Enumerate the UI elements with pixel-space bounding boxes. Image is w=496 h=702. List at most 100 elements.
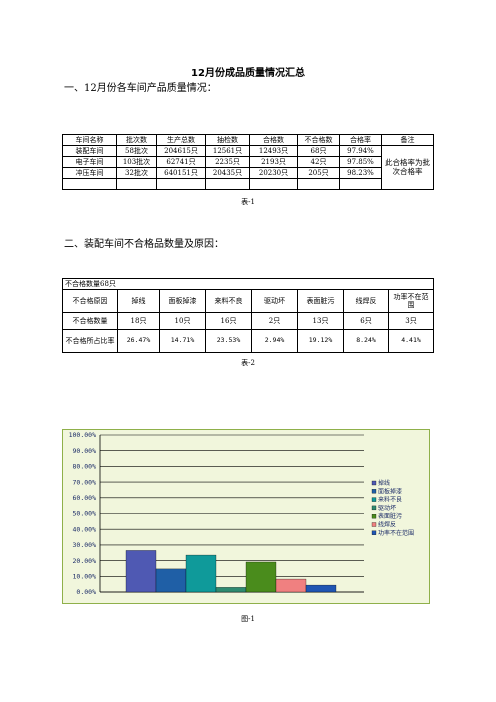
table-cell: 32批次: [116, 167, 157, 179]
table-cell: 97.85%: [339, 156, 382, 168]
bar-6: [275, 578, 307, 593]
y-tick-label: 0.00%: [76, 588, 96, 596]
table-cell: 640151只: [156, 167, 206, 179]
table-cell: 205只: [297, 167, 340, 179]
reason-cell: 驱动坏: [251, 289, 298, 313]
table-cell: 204615只: [156, 145, 206, 157]
ratio-cell: 19.12%: [297, 329, 344, 353]
table-row: [62, 178, 434, 190]
legend-label: 驱动坏: [378, 504, 396, 512]
legend-swatch: [371, 480, 377, 486]
bar-1: [125, 550, 157, 593]
header-cell: 批次数: [116, 134, 157, 146]
legend-label: 来料不良: [378, 496, 402, 504]
table-cell: [62, 178, 117, 190]
table-cell: 97.94%: [339, 145, 382, 157]
table-cell: [116, 178, 157, 190]
table-cell: [297, 178, 340, 190]
count-cell: 18只: [117, 312, 160, 330]
table-cell: [339, 178, 382, 190]
y-tick-label: 90.00%: [73, 447, 97, 455]
table-cell: 2235只: [205, 156, 250, 168]
table-cell: 12561只: [205, 145, 250, 157]
bar-5: [245, 561, 277, 593]
legend-swatch: [371, 522, 377, 527]
y-tick-label: 100.00%: [69, 431, 96, 439]
legend-label: 线焊反: [378, 521, 396, 529]
count-cell: 16只: [205, 312, 252, 330]
table-cell: 20230只: [249, 167, 298, 179]
y-tick-label: 60.00%: [73, 494, 97, 502]
bar-7: [305, 584, 337, 593]
reason-cell: 面板掉漆: [159, 289, 206, 313]
reason-cell: 线焊反: [343, 289, 389, 313]
row-label: 不合格数量: [62, 312, 118, 330]
table-cell: 20435只: [205, 167, 250, 179]
reason-cell: 掉线: [117, 289, 160, 313]
table-title-row: 不合格数量68只: [61, 278, 435, 290]
defect-reason-table: 不合格数量68只 不合格原因 掉线 面板掉漆 来料不良 驱动坏 表面脏污 线焊反…: [61, 278, 435, 353]
row-label: 不合格所占比率: [62, 329, 118, 353]
y-tick-label: 80.00%: [73, 463, 97, 471]
legend-label: 功率不在范围: [378, 529, 414, 537]
table2-caption: 表-2: [241, 359, 255, 367]
header-cell: 抽检数: [205, 134, 250, 146]
y-tick-label: 10.00%: [73, 573, 97, 581]
ratio-cell: 14.71%: [159, 329, 206, 353]
bar-4: [215, 587, 247, 593]
y-tick-label: 70.00%: [73, 478, 97, 486]
table-cell: 103批次: [116, 156, 157, 168]
table-cell: 电子车间: [62, 156, 117, 168]
header-cell: 生产总数: [156, 134, 206, 146]
table-cell: 冲压车间: [62, 167, 117, 179]
chart-caption: 图-1: [241, 615, 255, 623]
table-row: 冲压车间 32批次 640151只 20435只 20230只 205只 98.…: [62, 167, 434, 179]
table-cell: 2193只: [249, 156, 298, 168]
defect-ratio-chart: 0.00% 10.00% 20.00% 30.00% 40.00% 50.00% 60.00…: [62, 429, 430, 604]
ratio-cell: 8.24%: [343, 329, 389, 353]
header-cell: 合格数: [249, 134, 298, 146]
table-row: 不合格原因 掉线 面板掉漆 来料不良 驱动坏 表面脏污 线焊反 功率不在范围: [62, 289, 435, 313]
table-header-row: 车间名称 批次数 生产总数 抽检数 合格数 不合格数 合格率 备注: [62, 134, 434, 146]
header-cell: 备注: [381, 134, 434, 146]
legend-label: 掉线: [378, 479, 390, 487]
count-cell: 10只: [159, 312, 206, 330]
table-cell: [249, 178, 298, 190]
count-cell: 13只: [297, 312, 344, 330]
table-cell: [156, 178, 206, 190]
legend-swatch: [371, 530, 377, 535]
y-tick-label: 40.00%: [73, 525, 97, 533]
table-row: 装配车间 58批次 204615只 12561只 12493只 68只 97.9…: [62, 145, 434, 190]
y-tick-label: 20.00%: [73, 557, 97, 565]
count-cell: 3只: [387, 312, 435, 330]
count-cell: 2只: [251, 312, 298, 330]
reason-cell: 表面脏污: [297, 289, 344, 313]
table-cell: 12493只: [249, 145, 298, 157]
section1-heading: 一、12月份各车间产品质量情况：: [64, 83, 217, 94]
legend-label: 表面脏污: [378, 512, 402, 520]
ratio-cell: 4.41%: [387, 329, 435, 353]
legend-swatch: [371, 505, 377, 511]
table-cell: 68只: [297, 145, 340, 157]
table-row: 电子车间 103批次 62741只 2235只 2193只 42只 97.85%: [62, 156, 434, 168]
y-tick-label: 50.00%: [73, 510, 97, 518]
legend-swatch: [371, 489, 377, 494]
ratio-cell: 2.94%: [251, 329, 298, 353]
section2-heading: 二、装配车间不合格品数量及原因：: [64, 239, 224, 250]
count-cell: 6只: [343, 312, 389, 330]
legend-swatch: [371, 514, 377, 519]
table-cell: 62741只: [156, 156, 206, 168]
defect-total-label: 不合格数量68只: [61, 278, 435, 290]
workshop-quality-table: 车间名称 批次数 生产总数 抽检数 合格数 不合格数 合格率 备注 装配车间 5…: [62, 134, 434, 190]
reason-cell: 功率不在范围: [387, 289, 435, 313]
legend-swatch: [371, 497, 377, 502]
y-tick-label: 30.00%: [73, 541, 97, 549]
ratio-cell: 26.47%: [117, 329, 160, 353]
table-cell: 42只: [297, 156, 340, 168]
table1-caption: 表-1: [241, 198, 255, 206]
table-cell: 98.23%: [339, 167, 382, 179]
bar-3: [185, 554, 217, 593]
table-row: 不合格数量 18只 10只 16只 2只 13只 6只 3只: [62, 312, 435, 330]
bar-2: [155, 568, 187, 593]
table-cell: [205, 178, 250, 190]
